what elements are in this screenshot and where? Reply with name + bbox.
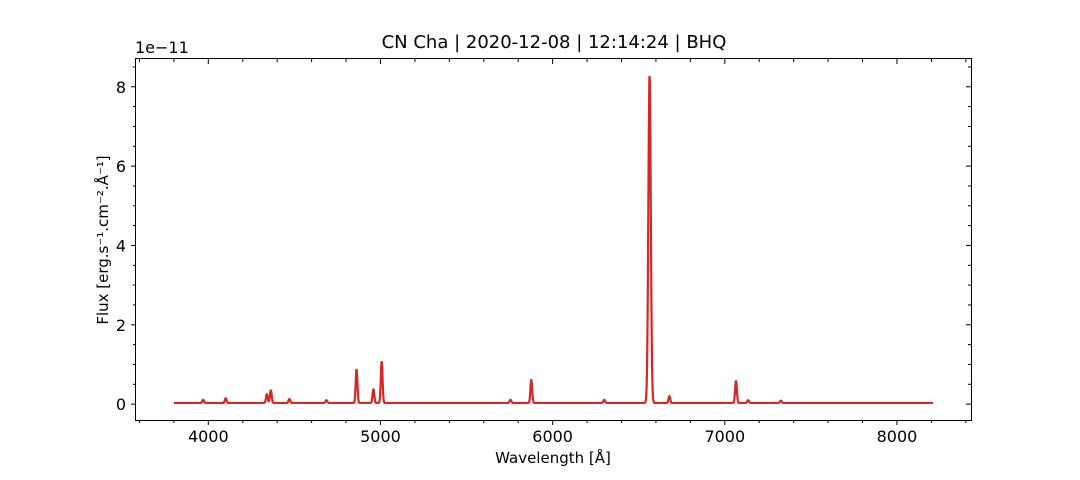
x-tick-label: 4000 — [188, 427, 229, 446]
y-axis-label: Flux [erg.s⁻¹.cm⁻².Å⁻¹] — [93, 155, 112, 324]
plot-frame — [135, 58, 972, 421]
y-tick-label: 6 — [116, 157, 126, 176]
plot-area — [173, 75, 934, 405]
x-axis: 4000 5000 6000 7000 8000 — [138, 59, 967, 446]
y-offset-label: 1e−11 — [135, 38, 189, 57]
y-tick-label: 8 — [116, 78, 126, 97]
x-axis-label: Wavelength [Å] — [495, 448, 611, 467]
y-tick-label: 2 — [116, 316, 126, 335]
chart-title: CN Cha | 2020-12-08 | 12:14:24 | BHQ — [382, 32, 727, 53]
y-tick-label: 4 — [116, 236, 126, 255]
spectrum-series-line — [173, 75, 934, 405]
x-tick-label: 8000 — [877, 427, 918, 446]
y-tick-label: 0 — [116, 395, 126, 414]
x-tick-label: 5000 — [360, 427, 401, 446]
y-axis: 0 2 4 6 8 — [116, 66, 971, 414]
x-tick-label: 6000 — [532, 427, 573, 446]
x-tick-label: 7000 — [704, 427, 745, 446]
